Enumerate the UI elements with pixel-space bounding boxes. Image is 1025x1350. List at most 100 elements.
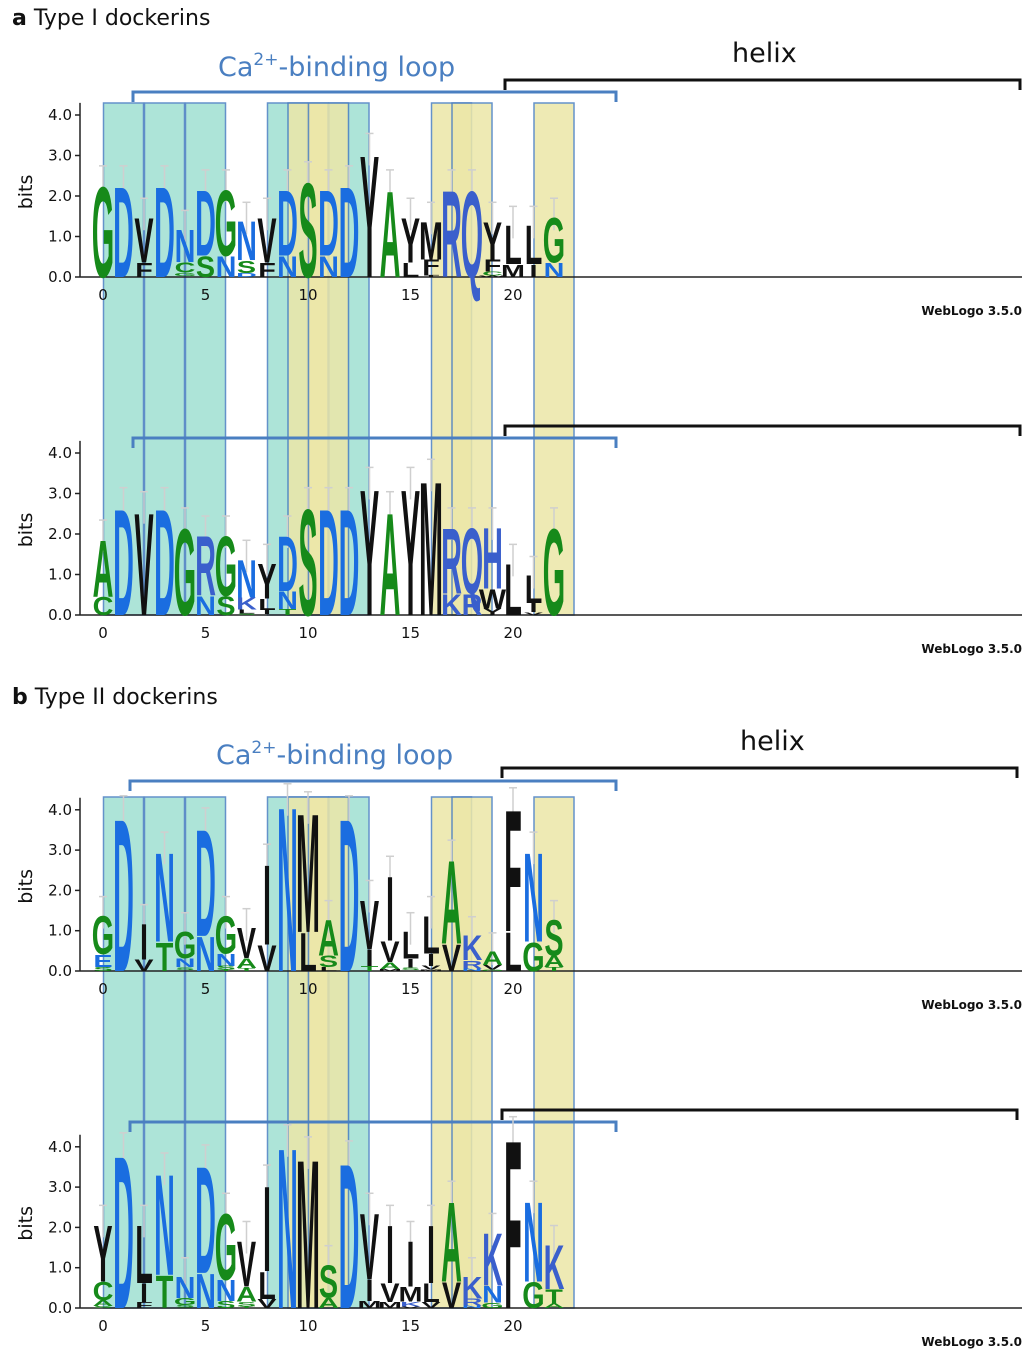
logo-letter: D [339,1122,360,1350]
logo-letter: V [380,937,400,969]
logo-letter: N [175,956,196,970]
logo-letter: S [93,966,112,972]
logo-letter: A [236,1283,257,1306]
logo-letter: L [525,569,543,612]
logo-letter: V [134,956,154,974]
logo-letter: T [279,608,297,617]
logo-letter: R [441,508,462,613]
x-tick-label: 20 [503,624,522,642]
logo-letter: H [482,509,503,607]
logo-letter: A [544,953,565,971]
logo-letter: K [441,588,462,622]
x-tick-label: 10 [298,1317,317,1335]
panel-b-highlight-bands [102,796,575,1309]
logo-letter: A [93,523,114,614]
logo-letter: V [483,964,502,971]
logo-letter: L [299,924,317,984]
helix-highlight-band [307,796,350,1309]
logo-letter: S [175,1305,194,1309]
y-tick-label: 3.0 [48,147,72,165]
y-axis-label: bits [15,513,37,548]
logo-letter: S [319,953,338,971]
logo-letter: G [174,1296,196,1307]
logo-letter: Y [483,212,502,272]
logo-letter: T [217,970,235,972]
logo-letter: G [522,935,544,980]
logo-letter: D [195,170,216,275]
logo-letter: W [479,583,506,614]
logo-letter: L [504,922,522,984]
logo-letter: I [427,951,435,970]
logo-letter: Y [93,1208,112,1299]
logo-letter: Y [401,204,420,276]
logo-letter: C [93,591,114,620]
logo-letter: S [216,965,235,971]
logo-letter: N [216,1274,237,1308]
logo-letter: N [277,250,298,284]
logo-letter: I [407,1227,415,1301]
logo-letter: F [504,1092,522,1350]
logo-letter: M [378,968,402,971]
loop-highlight-band [143,796,186,1309]
y-tick-label: 4.0 [48,106,72,124]
weblogo-credit: WebLogo 3.5.0 [921,998,1022,1012]
y-tick-label: 2.0 [48,1218,72,1236]
logo-letter: D [277,170,298,275]
logo-letter: V [237,919,257,967]
logo-letter: L [402,259,420,282]
sequence-logo-3: 0.0 1.0 2.0 3.0 4.0 bits 0 5 10 15 20 WebLogo 3.5.0… [15,759,1022,1022]
logo-letter: G [481,969,503,971]
logo-letter: S [196,250,215,284]
logo-letter: V [237,1227,256,1301]
logo-letter: N [544,259,565,282]
x-tick-label: 15 [401,980,420,998]
y-axis-label: bits [15,175,37,210]
logo-letter: N [154,1146,175,1307]
x-tick-label: 15 [401,1317,420,1335]
loop-bracket-b1 [128,779,618,791]
x-tick-label: 0 [98,286,108,304]
logo-letter: G [174,272,196,277]
x-tick-label: 5 [201,286,211,304]
logo-letter: Y [401,453,420,654]
y-tick-label: 3.0 [48,485,72,503]
logo-letter: C [175,259,196,276]
logo-letter: S [237,1301,256,1308]
logo-letter: V [134,204,153,276]
logo-letter: S [237,614,256,616]
logo-letter: S [544,909,563,967]
sequence-logo-4: 0.0 1.0 2.0 3.0 4.0 bits 0 5 10 15 20 WebLogo 3.5.0… [15,1092,1022,1350]
logo-letter: M [296,779,320,969]
logo-letter: V [257,938,276,979]
logo-letter: S [216,1299,235,1310]
logo-letter: D [339,773,360,1017]
logo-letter: I [530,261,538,281]
logo-letter: I [365,1274,373,1308]
logo-letter: V [421,965,440,971]
y-tick-label: 1.0 [48,566,72,584]
logo-letter: A [318,909,339,967]
panel-a-title: Type I dockerins [33,6,211,31]
logo-letter: A [93,1299,114,1308]
loop-label-a: Ca2+-binding loop [218,50,455,83]
logo-letter: M [399,1283,423,1306]
y-tick-label: 1.0 [48,1259,72,1277]
logo-letter: A [318,1294,339,1311]
logo-letter: I [263,609,271,615]
x-tick-label: 20 [503,1317,522,1335]
logo-letter: M [378,1301,402,1310]
logo-letter: I [263,840,271,969]
logo-letter: N [216,951,237,970]
logo-letter: A [380,167,401,305]
logo-letter: V [401,1306,421,1308]
logo-letter: S [401,967,420,971]
logo-letter: A [380,485,401,647]
logo-letter: T [238,967,256,972]
logo-letter: A [236,956,257,971]
logo-letter: A [544,1302,565,1309]
loop-highlight-band [184,796,227,1309]
logo-letter: C [482,271,503,277]
logo-letter: D [318,479,339,649]
logo-letter: V [442,1275,461,1316]
logo-letter: N [175,221,196,273]
